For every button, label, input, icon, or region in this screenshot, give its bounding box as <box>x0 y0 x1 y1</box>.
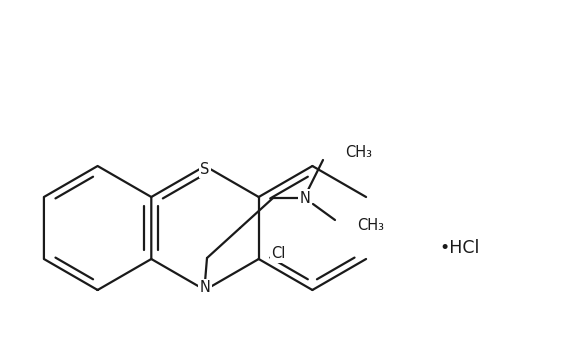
Text: N: N <box>300 190 310 206</box>
Text: N: N <box>200 280 210 296</box>
Text: Cl: Cl <box>272 247 286 261</box>
Text: •HCl: •HCl <box>440 239 480 257</box>
Text: S: S <box>200 162 210 176</box>
Text: CH₃: CH₃ <box>357 217 384 233</box>
Text: CH₃: CH₃ <box>345 144 372 159</box>
